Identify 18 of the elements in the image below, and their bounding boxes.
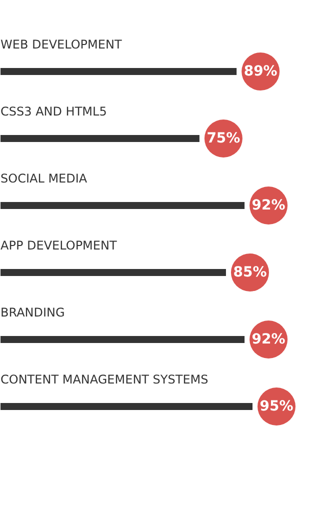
data-label: 89% bbox=[244, 64, 278, 80]
y-tick-label: CSS3 AND HTML5 bbox=[0, 104, 107, 118]
bar bbox=[0, 135, 200, 142]
y-tick-label: BRANDING bbox=[0, 306, 65, 320]
y-tick-label: CONTENT MANAGEMENT SYSTEMS bbox=[0, 372, 208, 386]
data-label: 92% bbox=[252, 198, 286, 214]
bar bbox=[0, 202, 245, 209]
bar bbox=[0, 403, 252, 410]
y-tick-label: SOCIAL MEDIA bbox=[0, 172, 88, 186]
bar bbox=[0, 336, 245, 343]
data-label: 75% bbox=[206, 130, 240, 146]
y-tick-label: APP DEVELOPMENT bbox=[0, 238, 118, 252]
bar bbox=[0, 68, 237, 75]
bar bbox=[0, 269, 226, 276]
data-label: 92% bbox=[252, 332, 286, 348]
data-label: 85% bbox=[233, 264, 267, 280]
data-label: 95% bbox=[260, 398, 294, 414]
y-tick-label: WEB DEVELOPMENT bbox=[0, 38, 122, 52]
